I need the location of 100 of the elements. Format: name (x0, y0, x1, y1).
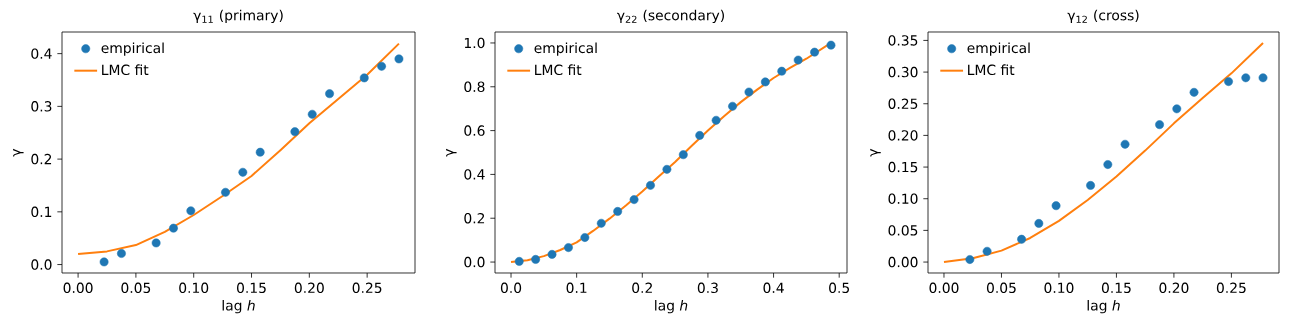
x-tick-label: 0.5 (829, 282, 850, 294)
x-tick-label: 0.05 (986, 282, 1016, 294)
point (678, 150, 688, 160)
legend-label: LMC fit (968, 64, 1015, 76)
point (1086, 181, 1095, 190)
y-tick-label: 0.0 (31, 259, 52, 270)
point (255, 147, 265, 157)
x-axis-title: lag h (1087, 299, 1120, 314)
point (547, 249, 557, 259)
y-tick-label: 0.2 (31, 153, 52, 165)
point (1017, 234, 1026, 244)
x-tick-label: 0.20 (1159, 282, 1189, 294)
point (564, 243, 573, 252)
x-tick-label: 0.00 (929, 282, 959, 294)
y-tick-label: 0.6 (464, 125, 485, 136)
y-tick-label: 0.2 (464, 212, 485, 224)
y-tick-label: 0.1 (31, 206, 52, 218)
x-axis-title: lag h (655, 299, 688, 314)
point (238, 167, 248, 177)
y-tick-label: 0.15 (888, 161, 918, 173)
x-tick-label: 0.3 (697, 282, 718, 294)
legend-label: LMC fit (535, 64, 582, 76)
chart-title: γ$_{12}$ (cross) (1067, 9, 1139, 24)
point (965, 255, 975, 264)
line-series (77, 42, 400, 256)
point (186, 206, 196, 216)
point (117, 249, 126, 258)
x-tick-label: 0.10 (1044, 282, 1074, 294)
point (151, 238, 161, 248)
y-tick-label: 1.0 (464, 37, 485, 49)
point (1120, 139, 1130, 149)
y-tick-label: 0.35 (888, 35, 918, 46)
y-tick-label: 0.00 (888, 256, 918, 268)
point (810, 47, 819, 57)
y-axis-title: γ (13, 148, 24, 157)
y-tick-label: 0.4 (31, 48, 52, 59)
x-tick-label: 0.15 (1101, 282, 1131, 294)
point (1155, 120, 1164, 130)
point (221, 187, 230, 197)
point (777, 66, 787, 76)
point (1172, 104, 1182, 114)
point (744, 87, 754, 97)
x-tick-label: 0.15 (237, 282, 266, 294)
y-tick-label: 0.10 (888, 193, 918, 204)
point (826, 40, 836, 50)
point (793, 55, 803, 65)
x-axis-title: lag h (222, 299, 255, 314)
y-tick-label: 0.0 (464, 256, 485, 268)
legend-label: empirical (967, 42, 1030, 56)
point (99, 257, 109, 267)
point (646, 180, 655, 190)
point (514, 256, 524, 266)
legend-label: empirical (534, 42, 597, 56)
point (596, 218, 606, 228)
point (728, 101, 737, 111)
x-tick-label: 0.25 (1216, 282, 1246, 294)
point (1258, 73, 1268, 83)
point (1051, 201, 1061, 211)
point (377, 61, 386, 71)
x-tick-label: 0.25 (352, 282, 382, 294)
y-tick-label: 0.4 (464, 169, 485, 180)
x-tick-label: 0.2 (632, 282, 652, 294)
x-tick-label: 0.00 (63, 282, 93, 294)
y-tick-label: 0.20 (888, 130, 918, 141)
x-tick-label: 0.4 (763, 282, 784, 294)
point (325, 89, 334, 99)
x-tick-label: 0.05 (121, 282, 151, 294)
legend-label: empirical (101, 42, 164, 56)
point (1224, 77, 1233, 86)
y-tick-label: 0.25 (888, 98, 918, 109)
y-tick-label: 0.05 (888, 225, 918, 236)
y-axis-title: γ (446, 148, 457, 157)
chart-title: γ$_{11}$ (primary) (193, 9, 283, 24)
point (580, 233, 590, 242)
point (1241, 73, 1251, 83)
point (531, 255, 541, 264)
point (662, 164, 672, 174)
point (359, 73, 369, 83)
x-tick-label: 0.1 (566, 282, 587, 294)
point (394, 54, 404, 64)
point (307, 109, 317, 119)
point (1103, 160, 1113, 169)
point (613, 207, 623, 216)
x-tick-label: 0.10 (179, 282, 209, 294)
point (629, 195, 639, 205)
y-tick-label: 0.30 (888, 66, 918, 78)
point (711, 115, 721, 125)
x-tick-label: 0.20 (294, 282, 324, 294)
y-tick-label: 0.3 (31, 101, 52, 112)
point (169, 223, 178, 233)
legend-label: LMC fit (102, 64, 149, 76)
point (760, 77, 770, 87)
point (982, 246, 992, 256)
point (1189, 87, 1199, 97)
y-axis-title: γ (870, 148, 881, 157)
line-series (942, 41, 1265, 264)
x-tick-label: 0.0 (500, 282, 522, 294)
point (290, 127, 300, 137)
point (1034, 219, 1044, 228)
chart-title: γ$_{22}$ (secondary) (617, 9, 724, 24)
